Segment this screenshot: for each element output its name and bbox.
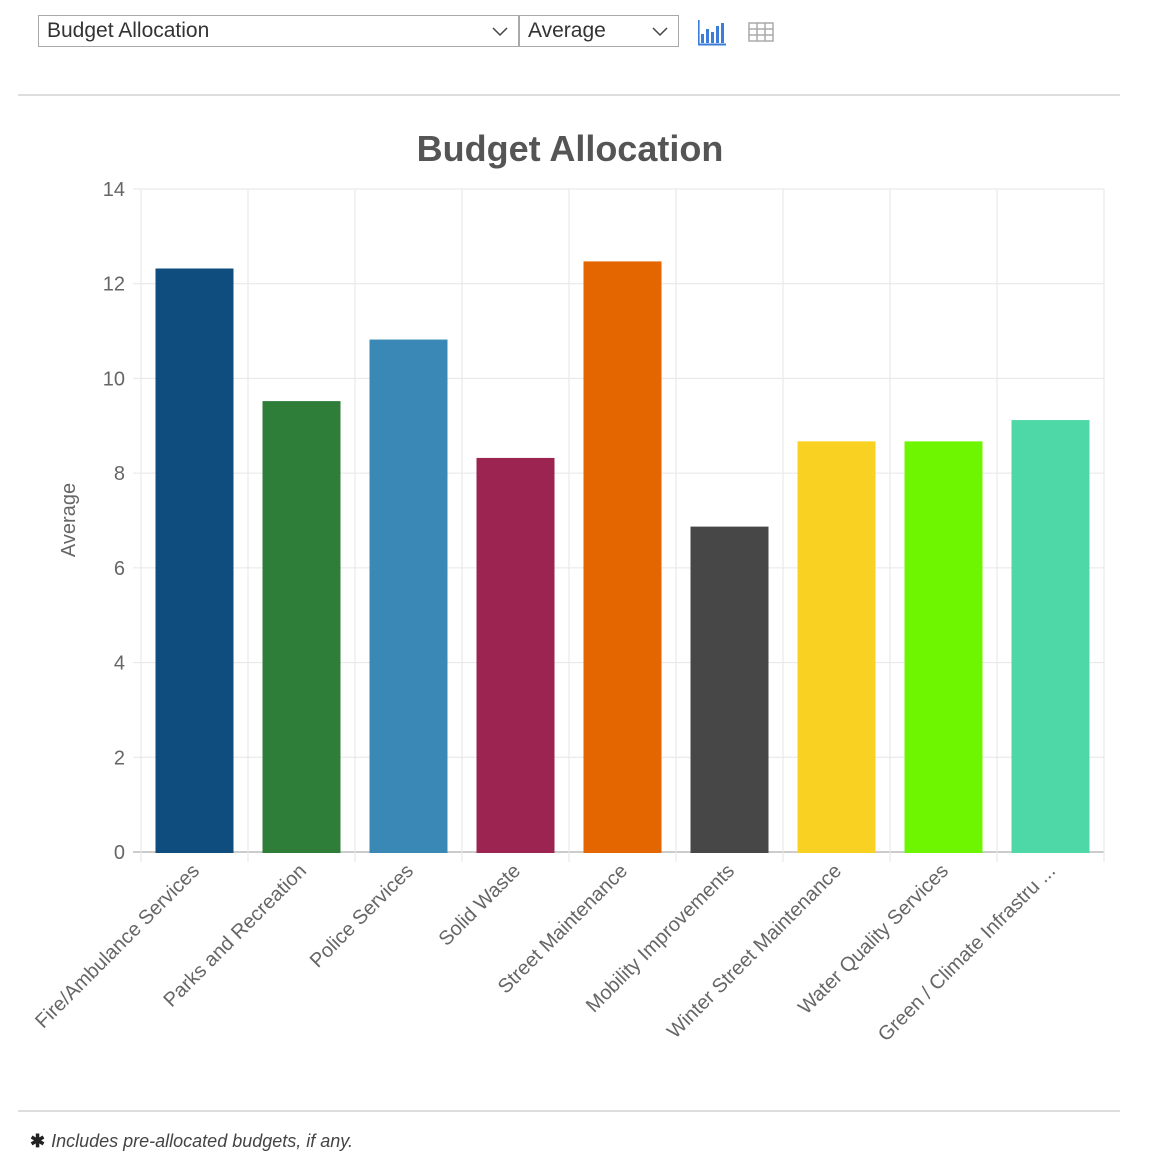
chevron-down-icon <box>652 27 668 37</box>
asterisk-icon: ✱ <box>30 1131 46 1151</box>
bar <box>1011 420 1090 853</box>
footnote: ✱ Includes pre-allocated budgets, if any. <box>30 1131 353 1152</box>
bar <box>369 339 448 853</box>
chart-title: Budget Allocation <box>417 128 724 169</box>
y-tick-label: 0 <box>114 842 125 864</box>
bar <box>583 261 662 853</box>
bar-chart-icon[interactable] <box>698 20 726 46</box>
x-tick-label: Solid Waste <box>435 860 525 950</box>
y-axis-label: Average <box>58 483 80 557</box>
bar <box>476 457 555 853</box>
x-tick-label: Green / Climate Infrastru ... <box>874 860 1060 1046</box>
aggregation-select-value: Average <box>528 19 606 42</box>
y-tick-label: 6 <box>114 558 125 580</box>
metric-select[interactable]: Budget Allocation <box>38 15 519 47</box>
metric-select-value: Budget Allocation <box>47 19 210 42</box>
y-tick-label: 14 <box>103 179 125 201</box>
divider <box>18 1110 1120 1112</box>
bar <box>690 526 769 853</box>
aggregation-select[interactable]: Average <box>519 15 679 47</box>
y-tick-label: 8 <box>114 463 125 485</box>
y-tick-label: 10 <box>103 368 125 390</box>
bar <box>904 441 983 853</box>
x-tick-label: Winter Street Maintenance <box>663 860 846 1043</box>
divider <box>18 94 1120 96</box>
chevron-down-icon <box>492 27 508 37</box>
y-tick-label: 2 <box>114 747 125 769</box>
y-tick-label: 4 <box>114 653 125 675</box>
bar <box>797 441 876 853</box>
table-icon[interactable] <box>748 20 776 46</box>
bar <box>262 401 341 853</box>
footnote-text: Includes pre-allocated budgets, if any. <box>51 1131 353 1151</box>
bar <box>155 268 234 853</box>
y-tick-label: 12 <box>103 274 125 296</box>
x-tick-label: Police Services <box>306 860 418 972</box>
